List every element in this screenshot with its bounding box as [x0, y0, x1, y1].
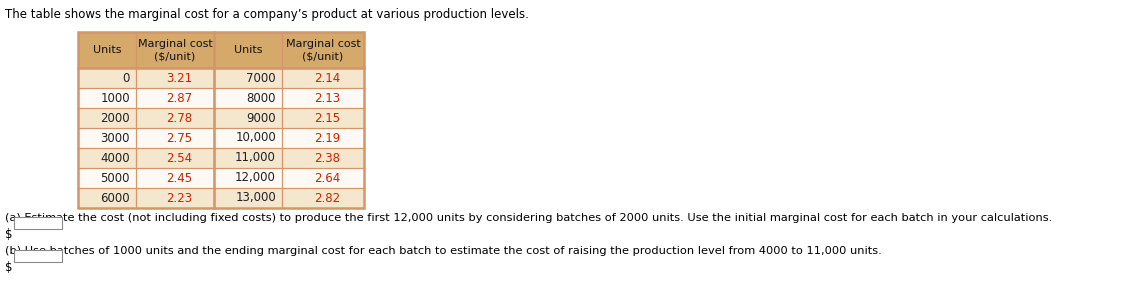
Bar — [14, 217, 62, 229]
Text: 9000: 9000 — [246, 112, 276, 125]
Text: 2.19: 2.19 — [313, 132, 340, 145]
Text: 1000: 1000 — [101, 92, 130, 105]
Text: 8000: 8000 — [246, 92, 276, 105]
Text: 13,000: 13,000 — [236, 191, 276, 205]
Text: 0: 0 — [122, 72, 130, 85]
Bar — [78, 32, 364, 208]
Bar — [78, 148, 364, 168]
Text: (a) Estimate the cost (not including fixed costs) to produce the first 12,000 un: (a) Estimate the cost (not including fix… — [5, 213, 1052, 223]
Text: The table shows the marginal cost for a company’s product at various production : The table shows the marginal cost for a … — [5, 8, 529, 21]
Text: 3.21: 3.21 — [166, 72, 192, 85]
Text: 10,000: 10,000 — [236, 132, 276, 145]
Bar — [78, 108, 364, 128]
Bar — [78, 188, 364, 208]
Text: 2.13: 2.13 — [313, 92, 340, 105]
Bar — [78, 32, 364, 68]
Text: 3000: 3000 — [101, 132, 130, 145]
Text: Units: Units — [233, 45, 262, 55]
Text: 6000: 6000 — [101, 191, 130, 205]
Text: 4000: 4000 — [101, 152, 130, 165]
Text: 2.78: 2.78 — [166, 112, 192, 125]
Bar — [14, 250, 62, 262]
Bar — [78, 128, 364, 148]
Text: 2.14: 2.14 — [313, 72, 340, 85]
Text: 2.75: 2.75 — [166, 132, 192, 145]
Text: Units: Units — [93, 45, 121, 55]
Text: 2.64: 2.64 — [313, 171, 340, 185]
Text: 5000: 5000 — [101, 171, 130, 185]
Bar — [78, 88, 364, 108]
Text: 2.45: 2.45 — [166, 171, 192, 185]
Text: 11,000: 11,000 — [236, 152, 276, 165]
Text: (b) Use batches of 1000 units and the ending marginal cost for each batch to est: (b) Use batches of 1000 units and the en… — [5, 246, 882, 256]
Text: 12,000: 12,000 — [236, 171, 276, 185]
Text: 7000: 7000 — [246, 72, 276, 85]
Text: 2.23: 2.23 — [166, 191, 192, 205]
Text: Marginal cost
($/unit): Marginal cost ($/unit) — [286, 39, 360, 61]
Text: $: $ — [5, 261, 13, 274]
Text: 2000: 2000 — [101, 112, 130, 125]
Bar — [78, 168, 364, 188]
Text: 2.15: 2.15 — [313, 112, 340, 125]
Text: 2.54: 2.54 — [166, 152, 192, 165]
Text: $: $ — [5, 228, 13, 241]
Text: 2.87: 2.87 — [166, 92, 192, 105]
Text: Marginal cost
($/unit): Marginal cost ($/unit) — [137, 39, 213, 61]
Text: 2.82: 2.82 — [313, 191, 340, 205]
Bar — [78, 68, 364, 88]
Text: 2.38: 2.38 — [313, 152, 340, 165]
